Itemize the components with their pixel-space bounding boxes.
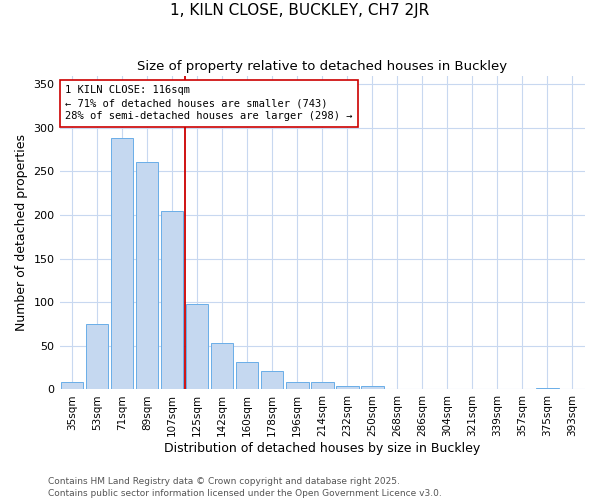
Bar <box>536 388 559 390</box>
Bar <box>311 382 334 390</box>
Bar <box>236 362 259 390</box>
Bar <box>336 386 359 390</box>
Bar <box>136 162 158 390</box>
Bar <box>186 304 208 390</box>
Text: 1 KILN CLOSE: 116sqm
← 71% of detached houses are smaller (743)
28% of semi-deta: 1 KILN CLOSE: 116sqm ← 71% of detached h… <box>65 85 352 122</box>
Bar <box>286 382 308 390</box>
X-axis label: Distribution of detached houses by size in Buckley: Distribution of detached houses by size … <box>164 442 481 455</box>
Bar <box>261 371 283 390</box>
Bar <box>161 210 184 390</box>
Bar <box>111 138 133 390</box>
Bar <box>211 343 233 390</box>
Y-axis label: Number of detached properties: Number of detached properties <box>15 134 28 331</box>
Title: Size of property relative to detached houses in Buckley: Size of property relative to detached ho… <box>137 60 508 73</box>
Text: Contains HM Land Registry data © Crown copyright and database right 2025.
Contai: Contains HM Land Registry data © Crown c… <box>48 476 442 498</box>
Bar <box>361 386 383 390</box>
Bar <box>86 324 109 390</box>
Bar <box>61 382 83 390</box>
Text: 1, KILN CLOSE, BUCKLEY, CH7 2JR: 1, KILN CLOSE, BUCKLEY, CH7 2JR <box>170 2 430 18</box>
